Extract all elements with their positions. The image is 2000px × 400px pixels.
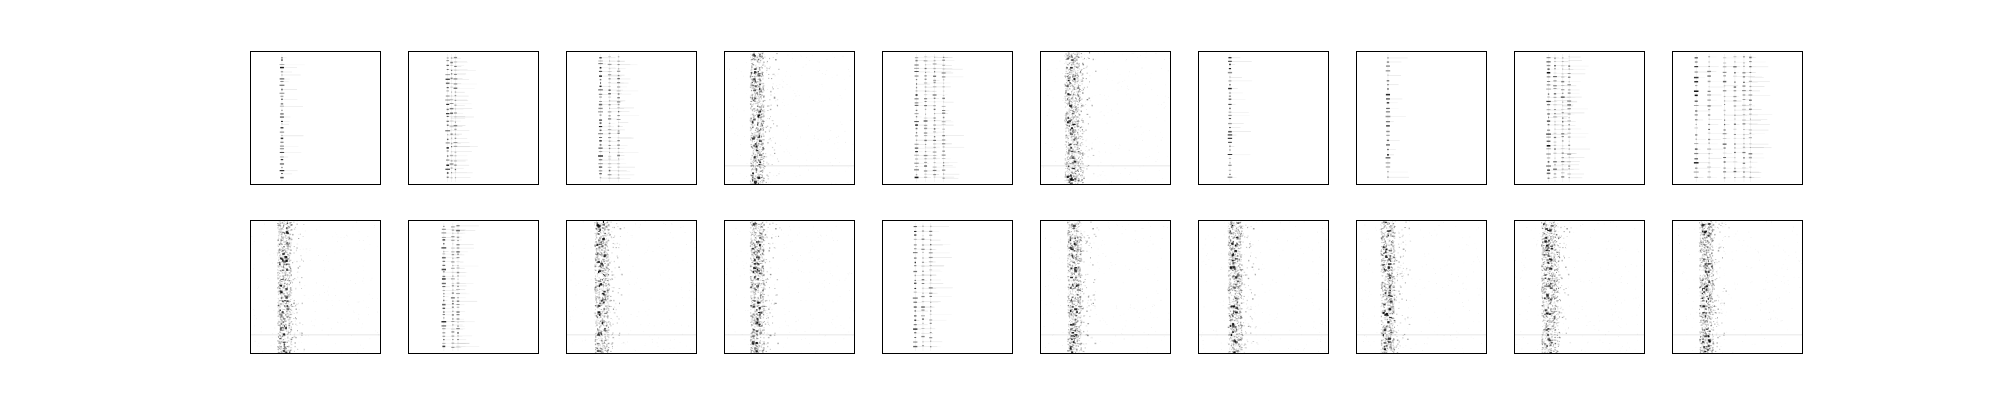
- spectrogram-marks: [725, 221, 854, 353]
- spectrogram-marks: [1515, 221, 1644, 353]
- spectrogram-panel-r2-c2: [408, 220, 539, 354]
- spectrogram-panel-r1-c5: [882, 51, 1013, 185]
- spectrogram-marks: [567, 221, 696, 353]
- spectrogram-marks: [1673, 221, 1802, 353]
- spectrogram-image: [1227, 53, 1253, 183]
- spectrogram-image: [1693, 53, 1773, 183]
- spectrogram-panel-r1-c9: [1514, 51, 1645, 185]
- spectrogram-image: [725, 52, 854, 184]
- spectrogram-image: [1041, 52, 1170, 184]
- spectrogram-panel-r2-c1: [250, 220, 381, 354]
- spectrogram-marks: [441, 222, 480, 352]
- spectrogram-image: [445, 53, 478, 183]
- spectrogram-panel-r1-c2: [408, 51, 539, 185]
- spectrogram-marks: [1357, 221, 1486, 353]
- spectrogram-image: [1546, 53, 1591, 183]
- spectrogram-panel-r1-c3: [566, 51, 697, 185]
- spectrogram-marks: [912, 222, 953, 352]
- spectrogram-image: [1041, 221, 1170, 353]
- spectrogram-image: [567, 221, 696, 353]
- spectrogram-panel-r1-c6: [1040, 51, 1171, 185]
- spectrogram-image: [1357, 221, 1486, 353]
- spectrogram-panel-r2-c3: [566, 220, 697, 354]
- spectrogram-marks: [1385, 53, 1410, 183]
- spectrogram-marks: [1041, 52, 1170, 184]
- spectrogram-panel-r1-c4: [724, 51, 855, 185]
- spectrogram-image: [1199, 221, 1328, 353]
- spectrogram-image: [912, 222, 953, 352]
- spectrogram-marks: [251, 221, 380, 353]
- spectrogram-image: [1385, 53, 1410, 183]
- spectrogram-marks: [598, 53, 640, 183]
- spectrogram-marks: [1199, 221, 1328, 353]
- spectrogram-panel-r2-c5: [882, 220, 1013, 354]
- spectrogram-marks: [1227, 53, 1253, 183]
- spectrogram-image: [598, 53, 640, 183]
- spectrogram-panel-r1-c1: [250, 51, 381, 185]
- spectrogram-panel-r2-c8: [1356, 220, 1487, 354]
- spectrogram-image: [725, 221, 854, 353]
- spectrogram-panel-r2-c10: [1672, 220, 1803, 354]
- spectrogram-image: [1515, 221, 1644, 353]
- spectrogram-marks: [279, 53, 305, 183]
- spectrogram-marks: [1041, 221, 1170, 353]
- spectrogram-panel-r2-c6: [1040, 220, 1171, 354]
- spectrogram-marks: [445, 53, 478, 183]
- spectrogram-panel-r2-c7: [1198, 220, 1329, 354]
- spectrogram-panel-r1-c8: [1356, 51, 1487, 185]
- spectrogram-panel-r2-c9: [1514, 220, 1645, 354]
- spectrogram-panel-r1-c7: [1198, 51, 1329, 185]
- spectrogram-image: [251, 221, 380, 353]
- spectrogram-image: [914, 53, 965, 183]
- spectrogram-marks: [725, 52, 854, 184]
- spectrogram-image: [1673, 221, 1802, 353]
- spectrogram-image: [279, 53, 305, 183]
- spectrogram-marks: [1546, 53, 1591, 183]
- spectrogram-marks: [914, 53, 965, 183]
- spectrogram-panel-r2-c4: [724, 220, 855, 354]
- spectrogram-marks: [1693, 53, 1773, 183]
- spectrogram-image: [441, 222, 480, 352]
- spectrogram-panel-r1-c10: [1672, 51, 1803, 185]
